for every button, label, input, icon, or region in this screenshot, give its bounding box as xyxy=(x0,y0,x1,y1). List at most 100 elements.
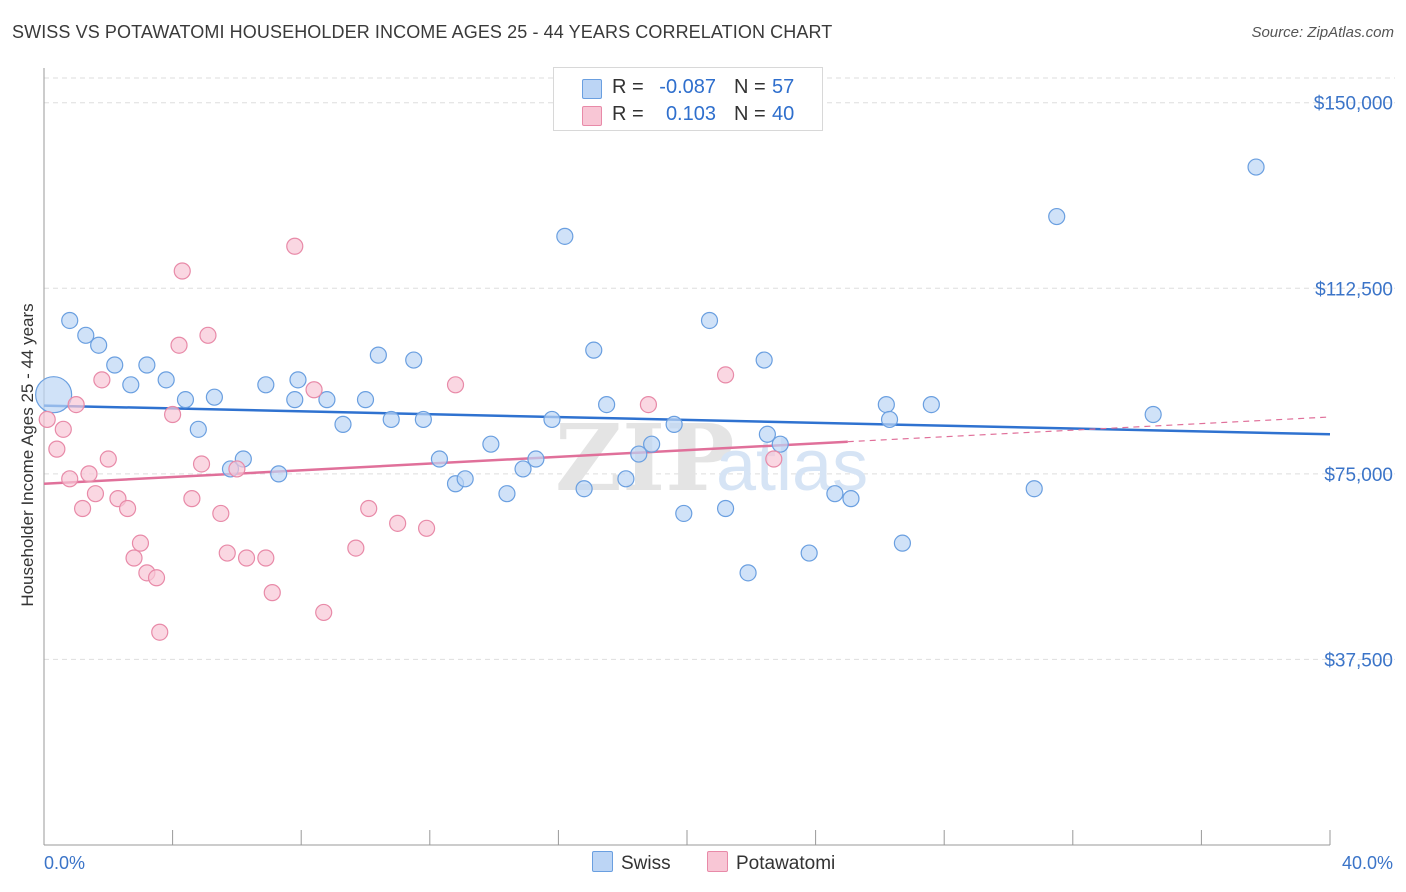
swiss-point xyxy=(675,504,693,523)
swiss-point xyxy=(716,499,735,518)
axes xyxy=(43,68,1331,846)
swiss-point xyxy=(877,395,895,414)
swiss-point xyxy=(456,470,474,488)
potawatomi-point xyxy=(305,381,323,399)
potawatomi-point xyxy=(170,336,188,354)
swiss-point xyxy=(556,227,574,245)
swiss-point xyxy=(176,391,195,409)
potawatomi-r-value: 0.103 xyxy=(665,103,716,125)
swiss-point xyxy=(514,460,532,478)
swiss-point xyxy=(286,391,304,409)
source-label: Source: ZipAtlas.com xyxy=(1251,24,1394,41)
swiss-point xyxy=(893,534,912,552)
swiss-point xyxy=(90,336,108,354)
potawatomi-n-value: 40 xyxy=(772,103,795,125)
potawatomi-point xyxy=(54,420,72,438)
swiss-point xyxy=(800,544,818,562)
potawatomi-point xyxy=(417,519,436,537)
swiss-point xyxy=(575,480,593,498)
swiss-point xyxy=(1048,207,1066,226)
tick-labels: $150,000 $112,500 $75,000 $37,500 0.0% 40.0% xyxy=(44,94,1393,873)
swiss-point xyxy=(758,425,776,443)
swiss-point xyxy=(122,376,140,394)
swiss-point xyxy=(1247,158,1265,176)
legend-item-swiss[interactable]: Swiss xyxy=(592,851,671,875)
swiss-point xyxy=(369,346,387,364)
swiss-point xyxy=(356,391,375,409)
potawatomi-point xyxy=(73,499,92,518)
potawatomi-point xyxy=(257,549,275,567)
swiss-point xyxy=(482,435,500,453)
swiss-point xyxy=(289,371,307,389)
potawatomi-point xyxy=(125,549,143,567)
potawatomi-point xyxy=(118,499,137,518)
swiss-r-label: R = xyxy=(612,76,644,98)
swiss-point xyxy=(643,435,661,453)
potawatomi-point xyxy=(263,584,281,602)
y-tick-label: $37,500 xyxy=(1324,650,1393,671)
potawatomi-point xyxy=(48,440,66,458)
swiss-point xyxy=(61,311,79,330)
legend-label-potawatomi: Potawatomi xyxy=(736,853,836,874)
swiss-point xyxy=(617,470,635,488)
swiss-point xyxy=(598,395,616,414)
potawatomi-point xyxy=(61,470,79,488)
potawatomi-point xyxy=(347,539,365,557)
swiss-point xyxy=(771,435,789,453)
swiss-point xyxy=(755,351,773,369)
potawatomi-point xyxy=(765,450,783,468)
potawatomi-point xyxy=(147,569,166,587)
swiss-point xyxy=(205,388,223,406)
swiss-point xyxy=(498,485,516,503)
swiss-point xyxy=(1025,480,1043,498)
potawatomi-trend-extension xyxy=(847,416,1331,443)
swiss-point xyxy=(826,485,844,503)
swiss-point xyxy=(700,311,719,330)
data-points xyxy=(35,158,1265,641)
swiss-point xyxy=(430,450,449,468)
swiss-point xyxy=(257,376,275,394)
swiss-swatch xyxy=(582,79,602,99)
potawatomi-point xyxy=(228,460,246,478)
potawatomi-n-label: N = xyxy=(734,103,766,125)
legend-swatch-potawatomi xyxy=(707,851,728,872)
y-tick-label: $150,000 xyxy=(1314,94,1393,115)
potawatomi-point xyxy=(131,534,150,552)
legend-item-potawatomi[interactable]: Potawatomi xyxy=(707,851,835,875)
potawatomi-point xyxy=(192,455,211,473)
swiss-point xyxy=(414,410,432,429)
swiss-point xyxy=(189,420,207,438)
y-tick-label: $112,500 xyxy=(1315,279,1393,300)
potawatomi-point xyxy=(86,485,105,503)
swiss-point xyxy=(334,415,352,433)
potawatomi-point xyxy=(164,405,182,424)
swiss-point xyxy=(382,410,400,429)
potawatomi-point xyxy=(360,499,378,518)
grid-lines xyxy=(44,77,1395,660)
potawatomi-point xyxy=(212,504,230,523)
potawatomi-point xyxy=(183,490,201,508)
swiss-point xyxy=(880,410,899,429)
potawatomi-point xyxy=(151,623,169,641)
potawatomi-point xyxy=(173,262,191,280)
legend-label-swiss: Swiss xyxy=(621,853,671,874)
swiss-trend-line xyxy=(43,404,1331,436)
potawatomi-point xyxy=(199,326,217,344)
potawatomi-point xyxy=(237,549,256,567)
legend-swatch-swiss xyxy=(592,851,613,872)
swiss-point xyxy=(138,356,156,374)
potawatomi-point xyxy=(38,410,56,429)
swiss-point xyxy=(77,326,95,344)
swiss-point xyxy=(630,445,648,463)
potawatomi-point xyxy=(315,603,333,622)
potawatomi-point xyxy=(716,366,735,384)
y-tick-label: $75,000 xyxy=(1324,465,1393,486)
potawatomi-swatch xyxy=(582,106,602,126)
swiss-point xyxy=(405,351,423,369)
swiss-point xyxy=(106,356,124,374)
swiss-point xyxy=(665,415,683,433)
swiss-n-value: 57 xyxy=(772,76,795,98)
swiss-point xyxy=(922,395,940,414)
x-tick-label-start: 0.0% xyxy=(44,853,85,873)
